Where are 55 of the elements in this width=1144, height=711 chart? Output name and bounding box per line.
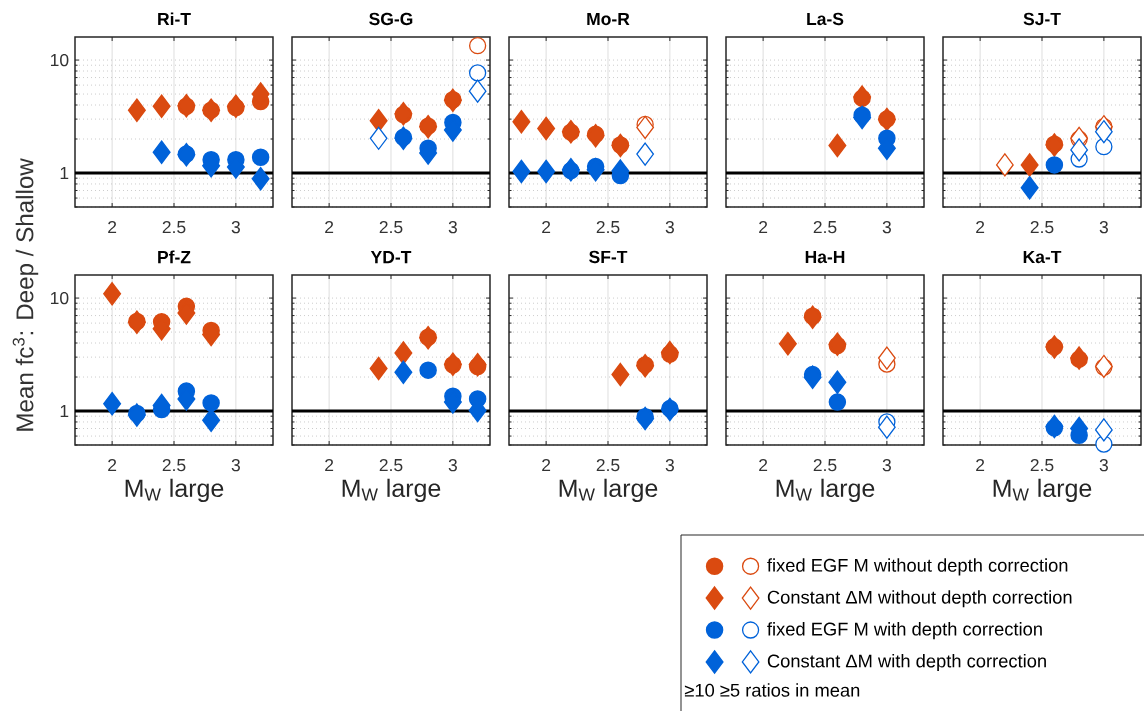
y-tick-label: 10 <box>50 53 69 67</box>
x-tick-label: 2 <box>759 458 768 472</box>
x-tick-label: 2 <box>325 220 334 234</box>
chart-title: Ha-H <box>805 250 845 264</box>
x-tick-label: 2.5 <box>162 220 186 234</box>
x-tick-label: 2.5 <box>596 458 620 472</box>
chart-title: Mo-R <box>587 12 630 26</box>
x-tick-label: 2.5 <box>813 458 837 472</box>
x-axis-title: M$_{W}$ large <box>342 478 441 503</box>
x-tick-label: 2.5 <box>162 458 186 472</box>
x-tick-label: 2 <box>976 458 985 472</box>
x-axis-title: M$_{W}$ large <box>559 478 658 503</box>
x-axis-title: M$_{W}$ large <box>776 478 875 503</box>
x-tick-label: 3 <box>448 220 457 234</box>
chart-title: Ri-T <box>158 12 191 26</box>
legend-label: fixed EGF M without depth correction <box>767 558 1068 576</box>
x-tick-label: 2.5 <box>813 220 837 234</box>
x-tick-label: 2 <box>542 458 551 472</box>
legend-label: Constant ΔM with depth correction <box>767 654 1046 672</box>
chart-title: SF-T <box>589 250 628 264</box>
x-tick-label: 3 <box>1099 458 1108 472</box>
y-tick-label: 10 <box>50 291 69 305</box>
x-axis-title: M$_{W}$ large <box>993 478 1092 503</box>
legend-label: fixed EGF M with depth correction <box>767 622 1042 640</box>
x-tick-label: 2.5 <box>1030 458 1054 472</box>
x-tick-label: 2.5 <box>379 458 403 472</box>
chart-title: YD-T <box>370 251 412 264</box>
x-tick-label: 3 <box>231 458 240 472</box>
x-axis-title: M$_{W}$ large <box>125 478 224 503</box>
x-tick-label: 2 <box>542 220 551 234</box>
chart-title: Pf-Z <box>158 250 191 264</box>
y-tick-label: 1 <box>60 405 69 418</box>
y-axis-title: Mean fc$^{3}$: Deep / Shallow <box>12 158 39 431</box>
x-tick-label: 2.5 <box>1030 220 1054 234</box>
x-tick-label: 2 <box>976 220 985 234</box>
chart-title: Ka-T <box>1023 250 1062 264</box>
x-tick-label: 2.5 <box>596 220 620 234</box>
legend-title: ≥10 ≥5 ratios in mean <box>684 683 860 697</box>
x-tick-label: 3 <box>882 458 891 472</box>
x-tick-label: 2 <box>325 458 334 472</box>
x-tick-label: 3 <box>231 220 240 234</box>
chart-title: SJ-T <box>1023 12 1061 26</box>
x-tick-label: 2.5 <box>379 220 403 234</box>
legend-label: Constant ΔM without depth correction <box>767 590 1072 608</box>
x-tick-label: 3 <box>1099 220 1108 234</box>
x-tick-label: 3 <box>665 458 674 472</box>
x-tick-label: 3 <box>665 220 674 234</box>
x-tick-label: 2 <box>108 220 117 234</box>
x-tick-label: 2 <box>108 458 117 472</box>
x-tick-label: 2 <box>759 220 768 234</box>
chart-title: La-S <box>807 12 844 26</box>
chart-title: SG-G <box>369 12 413 26</box>
x-tick-label: 3 <box>448 458 457 472</box>
x-tick-label: 3 <box>882 220 891 234</box>
y-tick-label: 1 <box>60 167 69 180</box>
